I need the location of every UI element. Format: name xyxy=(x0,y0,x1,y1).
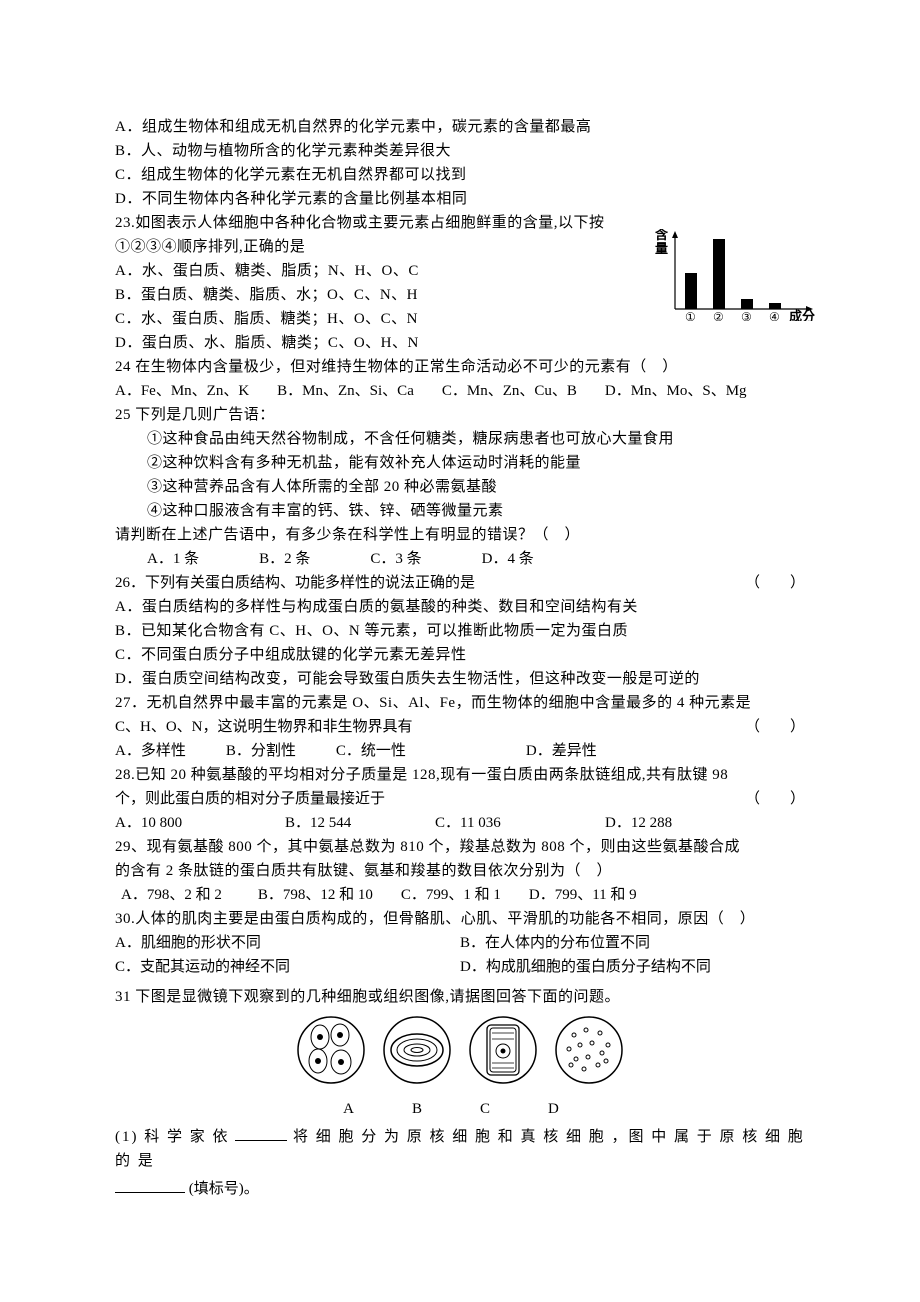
q25-opt-c: C．3 条 xyxy=(370,547,421,571)
q30-options-row2: C．支配其运动的神经不同 D．构成肌细胞的蛋白质分子结构不同 xyxy=(115,955,805,979)
q26-stem: 26．下列有关蛋白质结构、功能多样性的说法正确的是 xyxy=(115,571,475,595)
q31-label-b: B xyxy=(412,1101,480,1117)
q27-opt-b: B．分割性 xyxy=(226,739,296,763)
q31-sub1-line2: (填标号)。 xyxy=(115,1173,805,1206)
q23-block: 含 量 ① ② ③ ④ 成分 23.如图表示人体细胞中各种化合物或主要元素占细胞… xyxy=(115,211,805,355)
q24-opt-d: D．Mn、Mo、S、Mg xyxy=(605,379,747,403)
q24-options: A．Fe、Mn、Zn、K B．Mn、Zn、Si、Ca C．Mn、Zn、Cu、B … xyxy=(115,379,805,403)
q24-opt-b: B．Mn、Zn、Si、Ca xyxy=(277,379,414,403)
svg-text:量: 量 xyxy=(655,241,668,256)
q26-paren: （ ） xyxy=(745,571,805,595)
q27-stem-row2: C、H、O、N，这说明生物界和非生物界具有 （ ） xyxy=(115,715,805,739)
q25-options: A．1 条 B．2 条 C．3 条 D．4 条 xyxy=(115,547,805,571)
q25-opt-a: A．1 条 xyxy=(147,547,199,571)
q23-opt-c: C．水、蛋白质、脂质、糖类；H、O、C、N xyxy=(115,307,635,331)
q27-opt-a: A．多样性 xyxy=(115,739,186,763)
q31-figures xyxy=(115,1015,805,1093)
q30-opt-c: C．支配其运动的神经不同 xyxy=(115,955,460,979)
q29-opt-b: B．798、12 和 10 xyxy=(258,883,373,907)
q30-opt-d: D．构成肌细胞的蛋白质分子结构不同 xyxy=(460,955,805,979)
q31-figure-a-icon xyxy=(296,1015,366,1085)
q28-opt-c: C．11 036 xyxy=(435,811,605,835)
q28-stem-row2: 个，则此蛋白质的相对分子质量最接近于 （ ） xyxy=(115,787,805,811)
q27-stem-line1: 27．无机自然界中最丰富的元素是 O、Si、Al、Fe，而生物体的细胞中含量最多… xyxy=(115,691,805,715)
q31-sub1-text-c: (填标号)。 xyxy=(189,1181,259,1197)
q27-paren: （ ） xyxy=(745,715,805,739)
q22-opt-d: D．不同生物体内各种化学元素的含量比例基本相同 xyxy=(115,187,805,211)
q31-figure-c-icon xyxy=(468,1015,538,1085)
q26-stem-row: 26．下列有关蛋白质结构、功能多样性的说法正确的是 （ ） xyxy=(115,571,805,595)
q23-opt-a: A．水、蛋白质、糖类、脂质；N、H、O、C xyxy=(115,259,635,283)
q30-options-row1: A．肌细胞的形状不同 B．在人体内的分布位置不同 xyxy=(115,931,805,955)
q25-ask: 请判断在上述广告语中，有多少条在科学性上有明显的错误？（ ） xyxy=(115,523,805,547)
q28-paren: （ ） xyxy=(745,787,805,811)
q23-chart: 含 量 ① ② ③ ④ 成分 xyxy=(655,229,825,319)
q30-opt-a: A．肌细胞的形状不同 xyxy=(115,931,460,955)
q25-opt-d: D．4 条 xyxy=(482,547,534,571)
q25-item2: ②这种饮料含有多种无机盐，能有效补充人体运动时消耗的能量 xyxy=(115,451,805,475)
q25-item4: ④这种口服液含有丰富的钙、铁、锌、硒等微量元素 xyxy=(115,499,805,523)
q27-options: A．多样性 B．分割性 C．统一性 D．差异性 xyxy=(115,739,805,763)
q29-options: A．798、2 和 2 B．798、12 和 10 C．799、1 和 1 D．… xyxy=(115,883,805,907)
svg-text:②: ② xyxy=(713,310,724,321)
q25-opt-b: B．2 条 xyxy=(259,547,310,571)
q24-stem: 24 在生物体内含量极少，但对维持生物体的正常生命活动必不可少的元素有（ ） xyxy=(115,355,805,379)
q28-opt-a: A．10 800 xyxy=(115,811,285,835)
q31-stem: 31 下图是显微镜下观察到的几种细胞或组织图像,请据图回答下面的问题。 xyxy=(115,985,805,1009)
q24-opt-c: C．Mn、Zn、Cu、B xyxy=(442,379,577,403)
q31-label-c: C xyxy=(480,1101,548,1117)
svg-text:③: ③ xyxy=(741,310,752,321)
q23-opt-b: B．蛋白质、糖类、脂质、水；O、C、N、H xyxy=(115,283,635,307)
q27-opt-d: D．差异性 xyxy=(526,739,597,763)
svg-text:成分: 成分 xyxy=(789,309,815,321)
q29-opt-c: C．799、1 和 1 xyxy=(401,883,501,907)
q30-stem: 30.人体的肌肉主要是由蛋白质构成的，但骨骼肌、心肌、平滑肌的功能各不相同，原因… xyxy=(115,907,805,931)
q22-opt-c: C．组成生物体的化学元素在无机自然界都可以找到 xyxy=(115,163,805,187)
q31-blank-1 xyxy=(235,1126,287,1141)
q31-blank-2 xyxy=(115,1178,185,1193)
q28-opt-b: B．12 544 xyxy=(285,811,435,835)
q29-stem-line1: 29、现有氨基酸 800 个，其中氨基总数为 810 个，羧基总数为 808 个… xyxy=(115,835,805,859)
q31-sub1-line1: (1) 科 学 家 依 将 细 胞 分 为 原 核 细 胞 和 真 核 细 胞 … xyxy=(115,1125,805,1173)
q22-opt-b: B．人、动物与植物所含的化学元素种类差异很大 xyxy=(115,139,805,163)
svg-text:①: ① xyxy=(685,310,696,321)
q29-stem-line2: 的含有 2 条肽链的蛋白质共有肽键、氨基和羧基的数目依次分别为（ ） xyxy=(115,859,805,883)
q29-opt-a: A．798、2 和 2 xyxy=(121,883,222,907)
q31-sub1-text-a: (1) 科 学 家 依 xyxy=(115,1129,230,1145)
q22-opt-a: A．组成生物体和组成无机自然界的化学元素中，碳元素的含量都最高 xyxy=(115,115,805,139)
q31-label-d: D xyxy=(548,1101,617,1117)
svg-text:④: ④ xyxy=(769,310,780,321)
q26-opt-d: D．蛋白质空间结构改变，可能会导致蛋白质失去生物活性，但这种改变一般是可逆的 xyxy=(115,667,805,691)
q27-stem-line2: C、H、O、N，这说明生物界和非生物界具有 xyxy=(115,715,413,739)
q31-label-a: A xyxy=(343,1101,412,1117)
q31-figure-d-icon xyxy=(554,1015,624,1085)
q25-stem: 25 下列是几则广告语： xyxy=(115,403,805,427)
q31-figure-labels: ABCD xyxy=(115,1097,805,1121)
q26-opt-a: A．蛋白质结构的多样性与构成蛋白质的氨基酸的种类、数目和空间结构有关 xyxy=(115,595,805,619)
q28-opt-d: D．12 288 xyxy=(605,811,672,835)
q26-opt-b: B．已知某化合物含有 C、H、O、N 等元素，可以推断此物质一定为蛋白质 xyxy=(115,619,805,643)
q28-options: A．10 800 B．12 544 C．11 036 D．12 288 xyxy=(115,811,805,835)
q31-figure-b-icon xyxy=(382,1015,452,1085)
q28-stem-line2: 个，则此蛋白质的相对分子质量最接近于 xyxy=(115,787,385,811)
q25-item3: ③这种营养品含有人体所需的全部 20 种必需氨基酸 xyxy=(115,475,805,499)
q23-opt-d: D．蛋白质、水、脂质、糖类；C、O、H、N xyxy=(115,331,635,355)
q27-opt-c: C．统一性 xyxy=(336,739,406,763)
q28-stem-line1: 28.已知 20 种氨基酸的平均相对分子质量是 128,现有一蛋白质由两条肽链组… xyxy=(115,763,805,787)
q30-opt-b: B．在人体内的分布位置不同 xyxy=(460,931,805,955)
q29-opt-d: D．799、11 和 9 xyxy=(529,883,637,907)
q24-opt-a: A．Fe、Mn、Zn、K xyxy=(115,379,249,403)
q26-opt-c: C．不同蛋白质分子中组成肽键的化学元素无差异性 xyxy=(115,643,805,667)
q25-item1: ①这种食品由纯天然谷物制成，不含任何糖类，糖尿病患者也可放心大量食用 xyxy=(115,427,805,451)
